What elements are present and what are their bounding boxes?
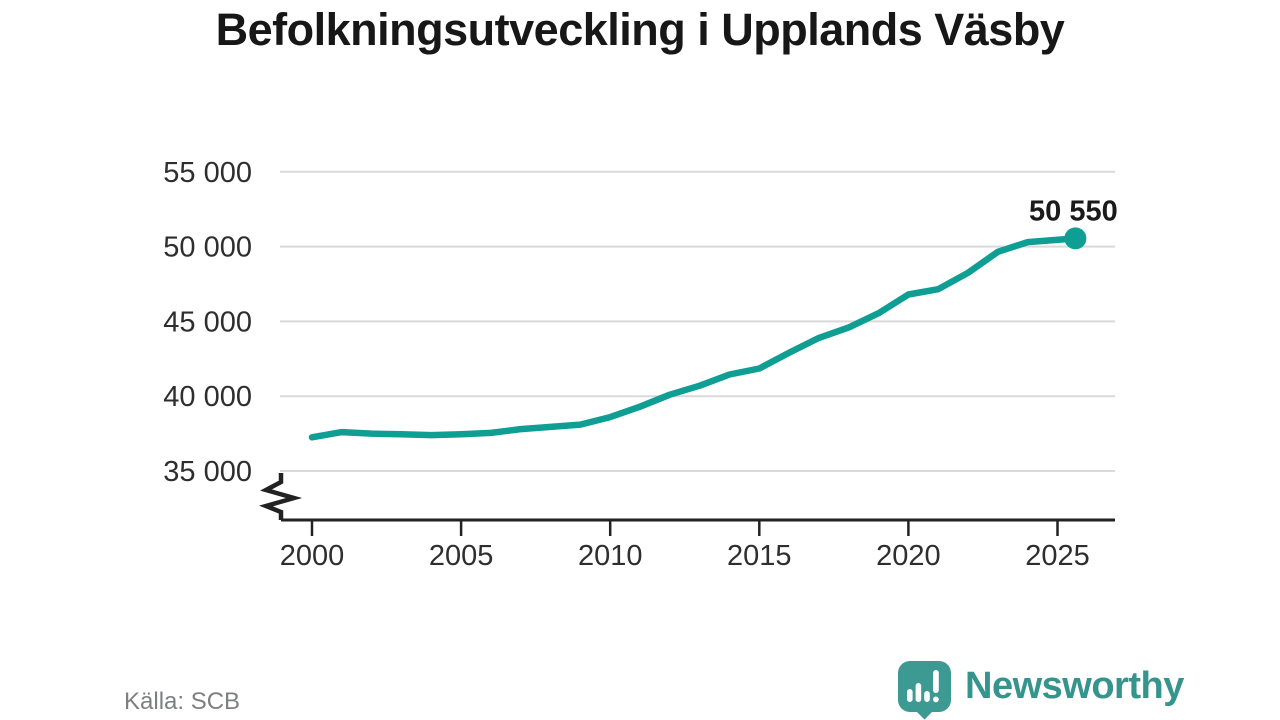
latest-value-dot <box>1064 227 1087 250</box>
exclamation-bar <box>933 670 939 693</box>
x-tick-label: 2000 <box>280 540 345 572</box>
chart-title: Befolkningsutveckling i Upplands Väsby <box>215 4 1065 55</box>
x-tick-label: 2005 <box>429 540 494 572</box>
newsworthy-logo: Newsworthy <box>896 660 1184 720</box>
y-tick-label: 50 000 <box>163 232 252 264</box>
x-tick-label: 2025 <box>1025 540 1090 572</box>
end-point-marker <box>1064 227 1087 250</box>
newsworthy-bubble-chart-icon <box>898 661 951 720</box>
source-note: Källa: SCB <box>124 688 241 715</box>
bar-1 <box>907 689 913 702</box>
y-axis-labels: 35 000 40 000 45 000 50 000 55 000 <box>163 157 252 488</box>
series-line <box>308 235 1079 441</box>
x-axis-labels: 2000 2005 2010 2015 2020 2025 <box>280 540 1090 572</box>
y-tick-label: 55 000 <box>163 157 252 189</box>
gridlines <box>280 170 1115 472</box>
y-tick-label: 40 000 <box>163 381 252 413</box>
brand-wordmark: Newsworthy <box>965 664 1184 707</box>
bar-2 <box>915 683 922 702</box>
bar-3 <box>924 691 930 702</box>
x-axis <box>281 518 1115 536</box>
y-tick-label: 45 000 <box>163 306 252 338</box>
exclamation-dot <box>933 696 939 703</box>
y-tick-label: 35 000 <box>163 456 252 488</box>
latest-value-label: 50 550 <box>1029 195 1118 227</box>
x-tick-label: 2020 <box>876 540 941 572</box>
population-series-line <box>308 235 1079 441</box>
end-point-label: 50 550 <box>1029 195 1118 227</box>
x-tick-label: 2010 <box>578 540 643 572</box>
x-tick-label: 2015 <box>727 540 792 572</box>
axis-break-icon <box>259 473 303 520</box>
